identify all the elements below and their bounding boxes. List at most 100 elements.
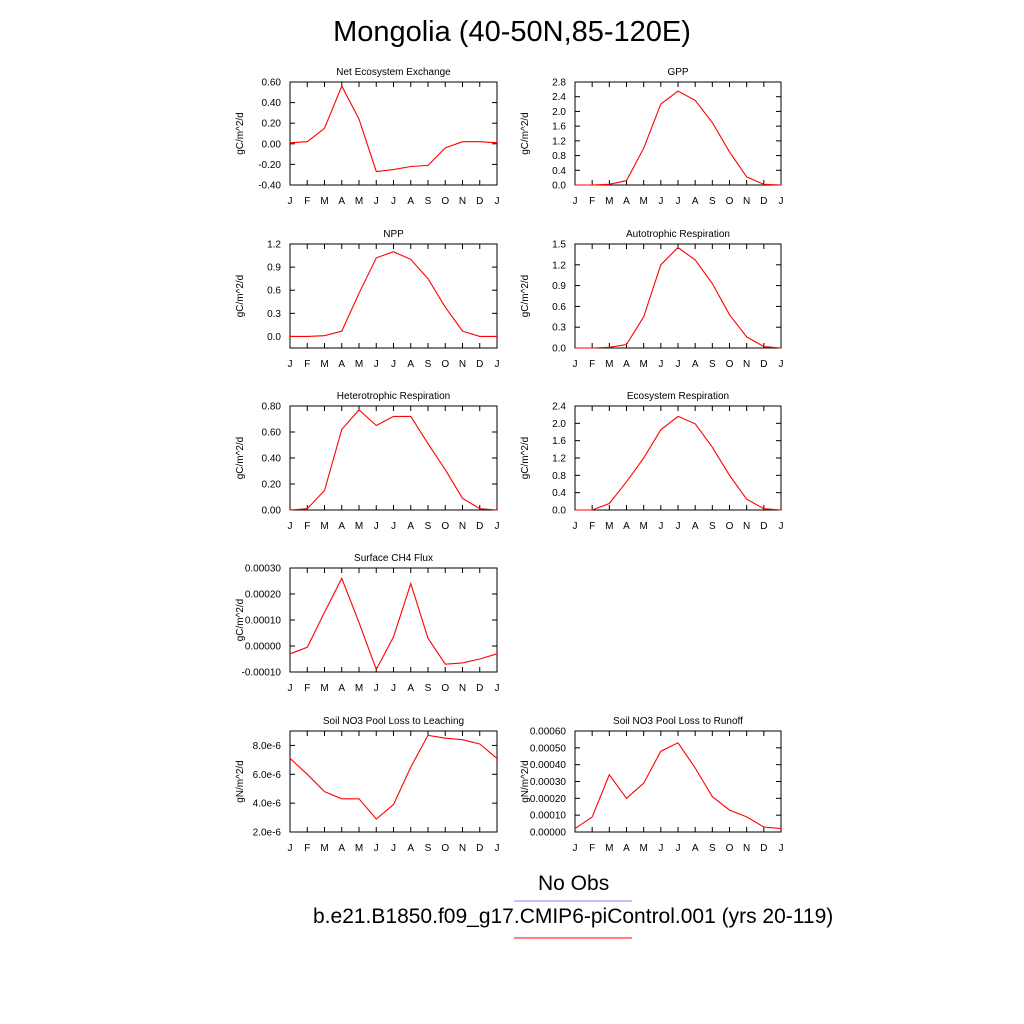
x-tick-label: J [658, 196, 663, 207]
x-tick-label: M [320, 843, 328, 854]
y-tick-label: 2.0e-6 [253, 828, 282, 839]
y-tick-label: 0.00020 [245, 590, 282, 601]
x-tick-label: J [374, 683, 379, 694]
x-tick-label: M [639, 843, 647, 854]
x-tick-label: J [573, 521, 578, 532]
x-tick-label: J [374, 521, 379, 532]
x-tick-label: S [709, 359, 716, 370]
panel-title: Ecosystem Respiration [627, 391, 729, 402]
x-tick-label: N [743, 196, 750, 207]
x-tick-label: F [304, 843, 310, 854]
x-tick-label: A [623, 359, 630, 370]
x-tick-label: J [779, 359, 784, 370]
x-tick-label: J [573, 359, 578, 370]
x-tick-label: A [338, 359, 345, 370]
y-tick-label: 1.5 [552, 240, 566, 251]
x-tick-label: J [374, 843, 379, 854]
y-tick-label: 0.6 [267, 286, 281, 297]
x-tick-label: D [760, 359, 767, 370]
x-tick-label: J [676, 359, 681, 370]
y-tick-label: 0.3 [267, 309, 281, 320]
y-tick-label: 2.0 [552, 107, 566, 118]
x-tick-label: M [320, 521, 328, 532]
x-tick-label: N [743, 843, 750, 854]
y-tick-label: 0.40 [262, 98, 282, 109]
x-tick-label: J [288, 683, 293, 694]
x-tick-label: S [425, 359, 432, 370]
x-tick-label: A [407, 843, 414, 854]
plot-frame [574, 243, 782, 349]
plot-frame [574, 405, 782, 511]
series-line [289, 84, 498, 173]
panel-title: Soil NO3 Pool Loss to Runoff [613, 716, 743, 727]
x-tick-label: D [476, 196, 483, 207]
y-tick-label: 0.00030 [530, 777, 567, 788]
y-axis-label: gC/m^2/d [235, 112, 246, 155]
x-tick-label: S [425, 196, 432, 207]
x-tick-label: F [589, 843, 595, 854]
x-tick-label: O [441, 683, 449, 694]
series-line [575, 90, 782, 186]
series-line [289, 734, 498, 820]
x-tick-label: A [692, 843, 699, 854]
x-tick-label: D [476, 521, 483, 532]
x-tick-label: J [288, 843, 293, 854]
y-tick-label: 1.2 [552, 260, 566, 271]
x-tick-label: N [459, 196, 466, 207]
y-axis-label: gC/m^2/d [520, 437, 531, 480]
x-tick-label: A [623, 521, 630, 532]
y-tick-label: 4.0e-6 [253, 799, 282, 810]
x-tick-label: M [605, 196, 613, 207]
x-tick-label: J [573, 843, 578, 854]
x-tick-label: A [407, 196, 414, 207]
y-tick-label: 0.0 [552, 181, 566, 192]
x-tick-label: N [743, 359, 750, 370]
x-tick-label: A [338, 521, 345, 532]
x-tick-label: J [495, 683, 500, 694]
x-tick-label: M [320, 683, 328, 694]
x-tick-label: J [495, 359, 500, 370]
x-tick-label: J [495, 521, 500, 532]
y-tick-label: 0.4 [552, 488, 566, 499]
panel-title: Surface CH4 Flux [354, 553, 433, 564]
x-tick-label: J [391, 196, 396, 207]
series-line [290, 251, 497, 337]
x-tick-label: D [476, 843, 483, 854]
x-tick-label: J [779, 521, 784, 532]
x-tick-label: D [760, 843, 767, 854]
x-tick-label: J [676, 196, 681, 207]
y-tick-label: 0.00000 [245, 642, 282, 653]
x-tick-label: J [779, 196, 784, 207]
x-tick-label: M [639, 521, 647, 532]
y-tick-label: 0.4 [552, 166, 566, 177]
y-tick-label: 1.6 [552, 122, 566, 133]
plot-frame [574, 730, 782, 833]
y-tick-label: 0.00 [262, 139, 282, 150]
x-tick-label: O [441, 196, 449, 207]
x-tick-label: N [459, 521, 466, 532]
x-tick-label: A [338, 683, 345, 694]
x-tick-label: O [441, 843, 449, 854]
y-tick-label: 0.00050 [530, 743, 567, 754]
x-tick-label: S [709, 196, 716, 207]
x-tick-label: N [459, 683, 466, 694]
x-tick-label: J [779, 843, 784, 854]
y-axis-label: gN/m^2/d [520, 760, 531, 803]
x-tick-label: A [407, 359, 414, 370]
y-tick-label: 0.00030 [245, 564, 282, 575]
x-tick-label: O [726, 359, 734, 370]
y-tick-label: 0.20 [262, 119, 282, 130]
y-tick-label: 0.3 [552, 323, 566, 334]
y-tick-label: 1.2 [267, 240, 281, 251]
x-tick-label: J [288, 196, 293, 207]
x-tick-label: J [676, 521, 681, 532]
x-tick-label: O [726, 521, 734, 532]
